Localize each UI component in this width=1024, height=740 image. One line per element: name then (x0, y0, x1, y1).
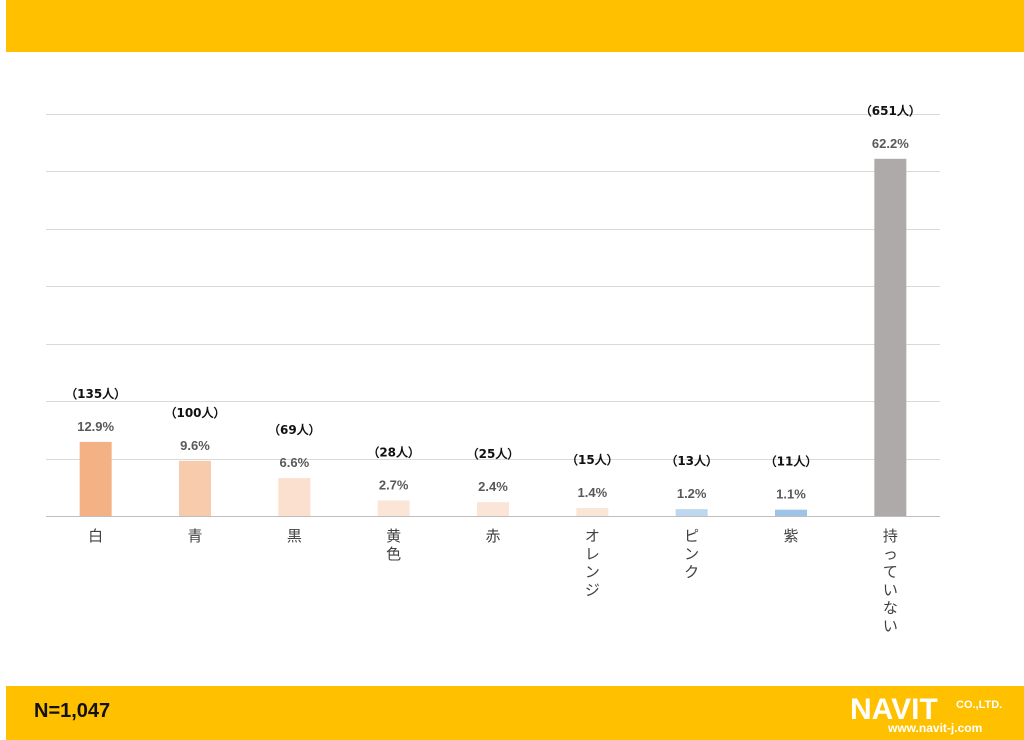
data-label: 62.2% (872, 136, 909, 151)
logo-brand-text: NAVIT (850, 693, 938, 726)
count-label: （651人） (860, 103, 921, 118)
count-label: （15人） (566, 452, 619, 467)
bar (675, 509, 708, 516)
count-label: （100人） (164, 405, 225, 420)
data-label: 2.4% (478, 479, 508, 494)
category-tick-label: 黄色 (386, 527, 401, 563)
logo-company-suffix: CO.,LTD. (956, 699, 1002, 711)
category-tick-label: 白 (88, 527, 103, 545)
category-tick-label: 黒 (287, 527, 302, 545)
category-tick-label: 持っていない (883, 527, 898, 635)
footer-band: N=1,047 NAVIT CO.,LTD. www.navit-j.com (6, 686, 1024, 740)
data-label: 12.9% (77, 419, 114, 434)
count-label: （13人） (665, 453, 718, 468)
navit-logo: NAVIT CO.,LTD. www.navit-j.com (850, 693, 1002, 735)
bar (278, 478, 311, 516)
data-label: 9.6% (180, 438, 210, 453)
count-label: （11人） (765, 454, 818, 469)
data-label: 2.7% (379, 477, 409, 492)
category-tick-label: 青 (187, 527, 202, 545)
category-tick-label: 紫 (783, 527, 798, 545)
count-label: （135人） (65, 386, 126, 401)
data-label: 1.2% (677, 486, 707, 501)
bar (477, 502, 509, 516)
data-label: 6.6% (280, 455, 310, 470)
sample-size-label: N=1,047 (34, 700, 111, 722)
category-tick-label: 赤 (485, 527, 500, 545)
bar (79, 441, 112, 516)
category-tick-label: ピンク (684, 527, 699, 581)
header-band (6, 0, 1024, 52)
category-tick-label: オレンジ (585, 527, 600, 599)
bar-chart: 12.9% （135人） 白 9.6% （100人） 青 6.6% （69人） 黒 2.7% （28… (46, 103, 940, 635)
logo-url: www.navit-j.com (887, 721, 982, 735)
data-label: 1.1% (776, 487, 806, 502)
data-label: 1.4% (578, 485, 608, 500)
bar (179, 460, 211, 516)
bar (775, 509, 807, 516)
count-label: （28人） (367, 444, 420, 459)
bar (576, 507, 609, 516)
count-label: （69人） (268, 422, 321, 437)
bar (874, 158, 907, 516)
bar (377, 500, 410, 516)
count-label: （25人） (467, 446, 520, 461)
